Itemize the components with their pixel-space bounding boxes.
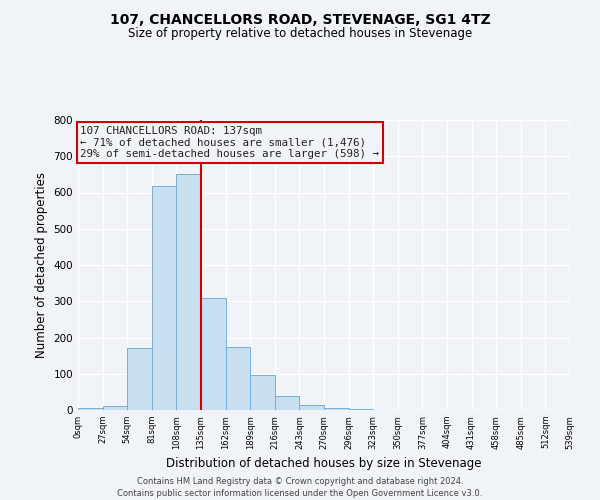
Bar — [299, 404, 324, 410]
Y-axis label: Number of detached properties: Number of detached properties — [35, 172, 48, 358]
Bar — [152, 186, 176, 410]
Bar — [201, 298, 226, 410]
Bar — [250, 375, 275, 410]
Bar — [78, 408, 103, 410]
Bar — [324, 408, 349, 410]
Text: Size of property relative to detached houses in Stevenage: Size of property relative to detached ho… — [128, 28, 472, 40]
Bar — [176, 174, 201, 410]
Text: Contains HM Land Registry data © Crown copyright and database right 2024.: Contains HM Land Registry data © Crown c… — [137, 478, 463, 486]
Bar — [275, 396, 299, 410]
Text: 107 CHANCELLORS ROAD: 137sqm
← 71% of detached houses are smaller (1,476)
29% of: 107 CHANCELLORS ROAD: 137sqm ← 71% of de… — [80, 126, 379, 159]
Text: Contains public sector information licensed under the Open Government Licence v3: Contains public sector information licen… — [118, 489, 482, 498]
Text: 107, CHANCELLORS ROAD, STEVENAGE, SG1 4TZ: 107, CHANCELLORS ROAD, STEVENAGE, SG1 4T… — [110, 12, 490, 26]
Bar — [226, 346, 250, 410]
Bar — [103, 406, 127, 410]
Bar — [127, 348, 152, 410]
X-axis label: Distribution of detached houses by size in Stevenage: Distribution of detached houses by size … — [166, 457, 482, 470]
